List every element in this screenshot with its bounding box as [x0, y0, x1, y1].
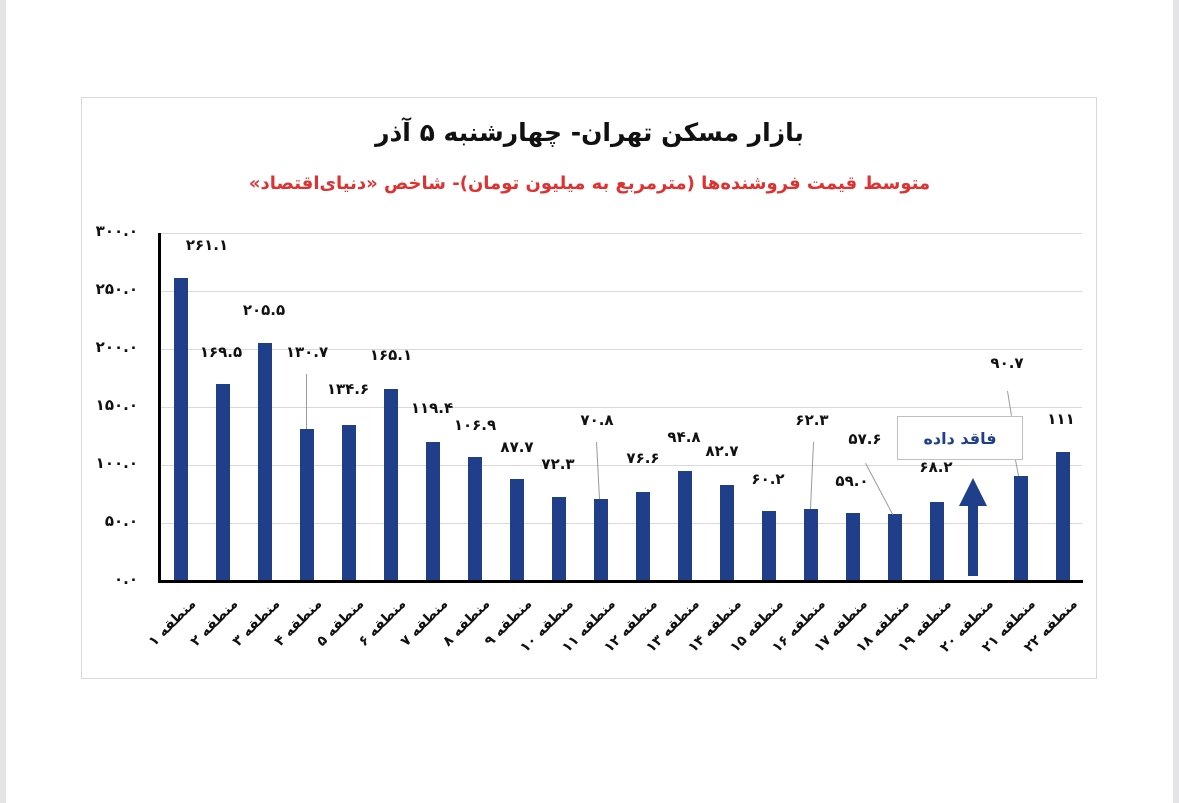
- page-edge-left: [0, 0, 6, 803]
- value-label: ۶۰.۲: [751, 470, 785, 488]
- chart-title: بازار مسکن تهران- چهارشنبه ۵ آذر: [375, 118, 804, 147]
- bar: [468, 456, 482, 581]
- value-label: ۵۹.۰: [835, 472, 869, 490]
- bar: [804, 508, 818, 581]
- value-label: ۶۲.۳: [795, 411, 829, 429]
- bar: [678, 471, 692, 581]
- value-label: ۹۴.۸: [667, 428, 701, 446]
- value-label: ۸۷.۷: [500, 438, 534, 456]
- value-label: ۱۱۱: [1047, 410, 1075, 428]
- gridline: [160, 407, 1082, 408]
- y-tick-label: ۱۰۰.۰: [95, 454, 138, 472]
- gridline: [160, 291, 1082, 292]
- value-label: ۷۰.۸: [580, 411, 614, 429]
- bar: [888, 514, 902, 581]
- bar: [426, 442, 440, 581]
- value-label: ۱۰۶.۹: [453, 416, 497, 434]
- gridline: [160, 349, 1082, 350]
- y-tick-label: ۳۰۰.۰: [95, 222, 138, 240]
- up-arrow-shaft: [968, 504, 978, 576]
- y-tick-label: ۱۵۰.۰: [95, 396, 138, 414]
- leader-line: [306, 374, 307, 429]
- value-label: ۲۰۵.۵: [242, 301, 286, 319]
- x-axis-line: [158, 580, 1083, 583]
- value-label: ۲۶۱.۱: [185, 236, 229, 254]
- gridline: [160, 465, 1082, 466]
- bar: [174, 278, 188, 581]
- y-axis-line: [158, 233, 161, 583]
- chart-subtitle: متوسط قیمت فروشنده‌ها (مترمربع به میلیون…: [248, 173, 931, 194]
- bar: [552, 497, 566, 581]
- no-data-label: فاقد داده: [923, 428, 997, 448]
- value-label: ۷۲.۳: [541, 455, 575, 473]
- bar: [930, 501, 944, 581]
- bar: [384, 389, 398, 581]
- value-label: ۷۶.۶: [626, 449, 660, 467]
- page-edge-right: [1173, 0, 1179, 803]
- y-tick-label: ۲۰۰.۰: [95, 338, 138, 356]
- bar: [510, 479, 524, 581]
- bar: [342, 424, 356, 581]
- bar: [594, 498, 608, 581]
- y-tick-label: ۲۵۰.۰: [95, 280, 138, 298]
- gridline: [160, 233, 1082, 234]
- y-tick-label: ۵۰.۰: [104, 512, 138, 530]
- bar: [216, 384, 230, 581]
- bar: [1014, 475, 1028, 581]
- bar: [720, 485, 734, 581]
- value-label: ۵۷.۶: [848, 430, 882, 448]
- bar: [1056, 452, 1070, 581]
- bar: [636, 492, 650, 581]
- value-label: ۱۳۰.۷: [285, 343, 329, 361]
- bar: [258, 342, 272, 581]
- bar: [762, 511, 776, 581]
- value-label: ۸۲.۷: [705, 442, 739, 460]
- up-arrow-icon: [959, 478, 987, 506]
- value-label: ۱۱۹.۴: [410, 399, 454, 417]
- y-tick-label: ۰.۰: [113, 570, 138, 588]
- value-label: ۱۶۹.۵: [199, 343, 243, 361]
- value-label: ۱۶۵.۱: [369, 346, 413, 364]
- bar: [300, 429, 314, 581]
- no-data-annotation: فاقد داده: [897, 416, 1023, 460]
- value-label: ۹۰.۷: [990, 354, 1024, 372]
- value-label: ۱۳۴.۶: [326, 380, 370, 398]
- bar: [846, 512, 860, 581]
- gridline: [160, 523, 1082, 524]
- value-label: ۶۸.۲: [919, 458, 953, 476]
